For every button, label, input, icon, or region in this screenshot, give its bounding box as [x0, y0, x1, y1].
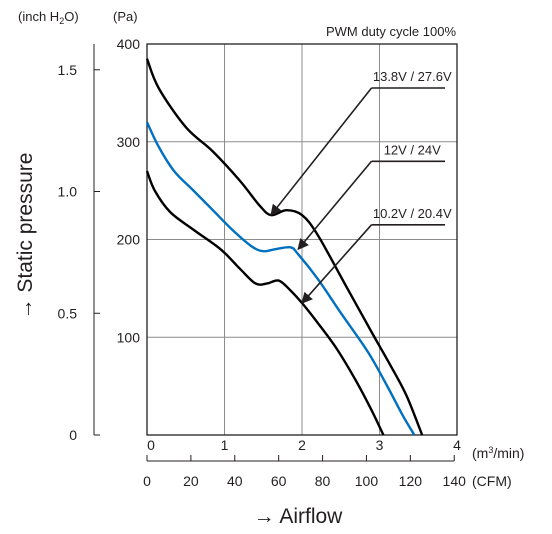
secondary-x-tick-label-0: 0	[143, 473, 151, 489]
plot-frame	[146, 43, 458, 436]
x-tick-label-1: 1	[221, 437, 229, 453]
x-tick-label-3: 3	[376, 437, 384, 453]
secondary-y-tick-label-3: 1.5	[58, 62, 78, 78]
x-unit-primary-label: (m3/min)	[472, 445, 524, 461]
secondary-y-tick-label-0: 0	[69, 427, 77, 443]
svg-text:→ Airflow: → Airflow	[254, 505, 344, 528]
callout-arrow-1	[297, 160, 373, 251]
series-layer	[145, 58, 424, 436]
y-axis-title-text: Static pressure	[14, 153, 37, 293]
secondary-x-tick-label-5: 100	[355, 473, 379, 489]
x-tick-label-2: 2	[298, 437, 306, 453]
x-tick-label-0: 0	[147, 437, 155, 453]
x-unit-secondary-label: (CFM)	[472, 473, 512, 489]
secondary-x-tick-label-7: 140	[443, 473, 467, 489]
secondary-y-tick-label-1: 0.5	[58, 305, 78, 321]
secondary-x-tick-label-3: 60	[271, 473, 287, 489]
callout-arrow-0	[270, 87, 373, 216]
x-tick-label-4: 4	[453, 437, 461, 453]
callout-layer: 13.8V / 27.6V 12V / 24V 10.2V / 20.4V	[270, 69, 452, 304]
secondary-x-tick-label-4: 80	[315, 473, 331, 489]
series-line-0	[145, 58, 424, 436]
callout-arrow-2	[301, 224, 373, 304]
callout-label-1: 12V / 24V	[384, 142, 441, 157]
y-tick-label-1: 200	[117, 232, 141, 248]
x-axis-title: → Airflow	[254, 505, 344, 528]
grid	[147, 44, 457, 435]
y-tick-label-2: 300	[117, 134, 141, 150]
series-line-1	[145, 121, 416, 436]
series-line-2	[145, 170, 385, 436]
plot-border	[146, 43, 458, 436]
svg-text:→ Static pressure: → Static pressure	[14, 153, 37, 320]
secondary-x-tick-label-6: 120	[399, 473, 423, 489]
y-axis-title: → Static pressure	[14, 153, 37, 320]
y-tick-label-3: 400	[117, 36, 141, 52]
callout-label-0: 13.8V / 27.6V	[373, 69, 452, 84]
y-unit-primary-label: (Pa)	[113, 9, 138, 24]
duty-cycle-annotation: PWM duty cycle 100%	[326, 24, 456, 39]
y-tick-label-0: 100	[117, 329, 141, 345]
secondary-x-tick-label-2: 40	[227, 473, 243, 489]
x-axis-title-text: Airflow	[279, 505, 343, 528]
secondary-y-tick-label-2: 1.0	[58, 184, 78, 200]
callout-label-2: 10.2V / 20.4V	[373, 206, 452, 221]
secondary-x-tick-label-1: 20	[183, 473, 199, 489]
y-unit-secondary-label: (inch H2O)	[18, 9, 79, 26]
